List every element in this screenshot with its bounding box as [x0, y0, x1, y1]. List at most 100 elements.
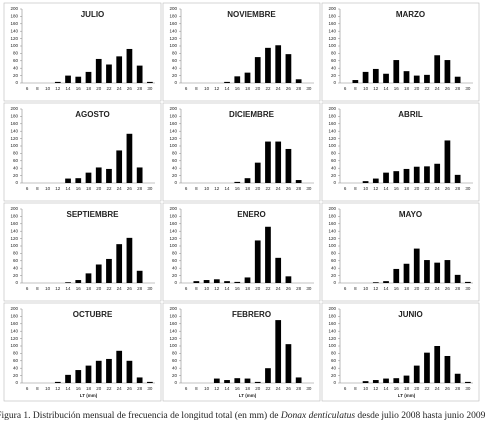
y-tick-label: 120 — [10, 36, 18, 41]
x-tick-label: 14 — [384, 86, 390, 91]
panel: AGOSTO 0 20 40 60 80 100 120 140 160 180 200 6 8 10 12 1… — [3, 102, 162, 202]
x-tick-label: 6 — [185, 186, 188, 191]
y-tick-label: 200 — [328, 306, 336, 311]
x-tick-label: 20 — [255, 86, 261, 91]
x-tick-label: 22 — [106, 86, 112, 91]
y-tick-label: 160 — [10, 221, 18, 226]
x-tick-label: 14 — [225, 386, 231, 391]
y-tick-label: 200 — [169, 106, 177, 111]
y-tick-label: 0 — [15, 280, 18, 285]
bar — [285, 344, 292, 383]
x-tick-label: 24 — [117, 286, 123, 291]
y-tick-label: 180 — [328, 14, 336, 19]
bar — [75, 76, 82, 83]
bar — [372, 178, 379, 183]
bar — [147, 381, 153, 383]
x-tick-label: 20 — [96, 86, 102, 91]
x-tick-label: 28 — [296, 86, 302, 91]
x-tick-label: 10 — [45, 86, 51, 91]
y-tick-label: 100 — [328, 243, 336, 248]
x-tick-label: 8 — [195, 186, 198, 191]
caption-text: Figura 1. Distribución mensual de frecue… — [0, 410, 281, 421]
y-tick-label: 20 — [13, 273, 19, 278]
bar — [234, 181, 241, 183]
x-tick-label: 12 — [373, 186, 379, 191]
x-tick-label: 16 — [76, 86, 82, 91]
x-tick-label: 22 — [424, 286, 430, 291]
y-tick-label: 120 — [328, 336, 336, 341]
bar — [383, 73, 389, 83]
x-tick-label: 16 — [394, 86, 400, 91]
y-tick-label: 160 — [169, 221, 177, 226]
y-tick-label: 180 — [169, 14, 177, 19]
y-tick-label: 40 — [172, 365, 178, 370]
x-tick-label: 20 — [96, 386, 102, 391]
y-tick-label: 120 — [10, 336, 18, 341]
y-tick-label: 80 — [331, 351, 337, 356]
panel-border — [321, 202, 480, 302]
y-tick-label: 80 — [331, 151, 337, 156]
bar — [75, 370, 82, 383]
x-tick-label: 30 — [306, 286, 312, 291]
x-tick-label: 18 — [404, 386, 410, 391]
x-axis-label: LT (mm) — [80, 393, 98, 398]
y-tick-label: 0 — [174, 380, 177, 385]
x-tick-label: 28 — [137, 386, 143, 391]
bar — [424, 166, 430, 183]
x-tick-label: 14 — [384, 286, 390, 291]
y-tick-label: 140 — [169, 228, 177, 233]
chart-title: DICIEMBRE — [229, 110, 275, 119]
x-tick-label: 30 — [306, 86, 312, 91]
y-tick-label: 0 — [15, 380, 18, 385]
x-tick-label: 18 — [86, 286, 92, 291]
bar — [403, 375, 410, 383]
y-tick-label: 160 — [328, 321, 336, 326]
x-tick-label: 8 — [36, 86, 39, 91]
x-tick-label: 6 — [26, 86, 29, 91]
bar — [285, 54, 292, 83]
x-tick-label: 16 — [394, 386, 400, 391]
x-tick-label: 6 — [344, 286, 347, 291]
bar — [444, 140, 451, 183]
x-tick-label: 24 — [276, 86, 282, 91]
bar — [95, 58, 102, 83]
x-tick-label: 22 — [265, 386, 271, 391]
y-tick-label: 180 — [10, 214, 18, 219]
bar — [116, 56, 123, 83]
bar — [234, 378, 241, 383]
x-tick-label: 8 — [354, 386, 357, 391]
bar — [265, 368, 271, 383]
y-tick-label: 20 — [172, 73, 178, 78]
y-tick-label: 60 — [13, 58, 19, 63]
y-tick-label: 80 — [172, 351, 178, 356]
bar — [295, 79, 302, 83]
x-tick-label: 26 — [286, 86, 292, 91]
x-tick-label: 8 — [195, 286, 198, 291]
y-tick-label: 140 — [328, 328, 336, 333]
bar — [285, 148, 292, 183]
bar — [454, 373, 461, 383]
y-tick-label: 160 — [328, 221, 336, 226]
panel: ENERO 0 20 40 60 80 100 120 140 160 180 200 6 8 10 12 14… — [162, 202, 321, 302]
y-tick-label: 0 — [15, 180, 18, 185]
x-tick-label: 26 — [445, 186, 451, 191]
x-tick-label: 26 — [445, 286, 451, 291]
x-tick-label: 6 — [344, 86, 347, 91]
y-tick-label: 120 — [328, 136, 336, 141]
bar — [434, 262, 441, 283]
x-tick-label: 26 — [127, 386, 133, 391]
bar — [95, 360, 102, 383]
y-tick-label: 60 — [331, 258, 337, 263]
bar — [54, 81, 61, 83]
y-tick-label: 120 — [169, 36, 177, 41]
x-tick-label: 12 — [214, 386, 220, 391]
y-tick-label: 80 — [331, 51, 337, 56]
y-tick-label: 80 — [13, 51, 19, 56]
bar — [106, 258, 112, 283]
y-tick-label: 60 — [172, 358, 178, 363]
x-tick-label: 12 — [55, 86, 61, 91]
y-tick-label: 80 — [172, 151, 178, 156]
panel-border — [3, 202, 162, 302]
panel-border — [162, 202, 321, 302]
